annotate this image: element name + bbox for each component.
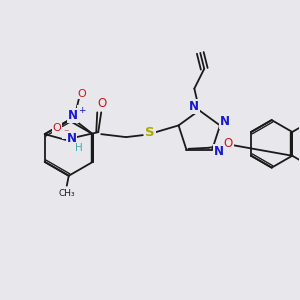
Text: O: O	[224, 137, 233, 150]
Text: N: N	[214, 145, 224, 158]
Text: S: S	[145, 126, 154, 139]
Text: CH₃: CH₃	[58, 189, 75, 198]
Text: N: N	[189, 100, 199, 113]
Text: ⁻: ⁻	[63, 128, 69, 138]
Text: N: N	[220, 115, 230, 128]
Text: O: O	[98, 97, 107, 110]
Text: N: N	[67, 132, 76, 145]
Text: H: H	[74, 143, 82, 153]
Text: N: N	[68, 109, 78, 122]
Text: O: O	[53, 123, 62, 133]
Text: O: O	[77, 88, 86, 98]
Text: +: +	[78, 106, 85, 115]
